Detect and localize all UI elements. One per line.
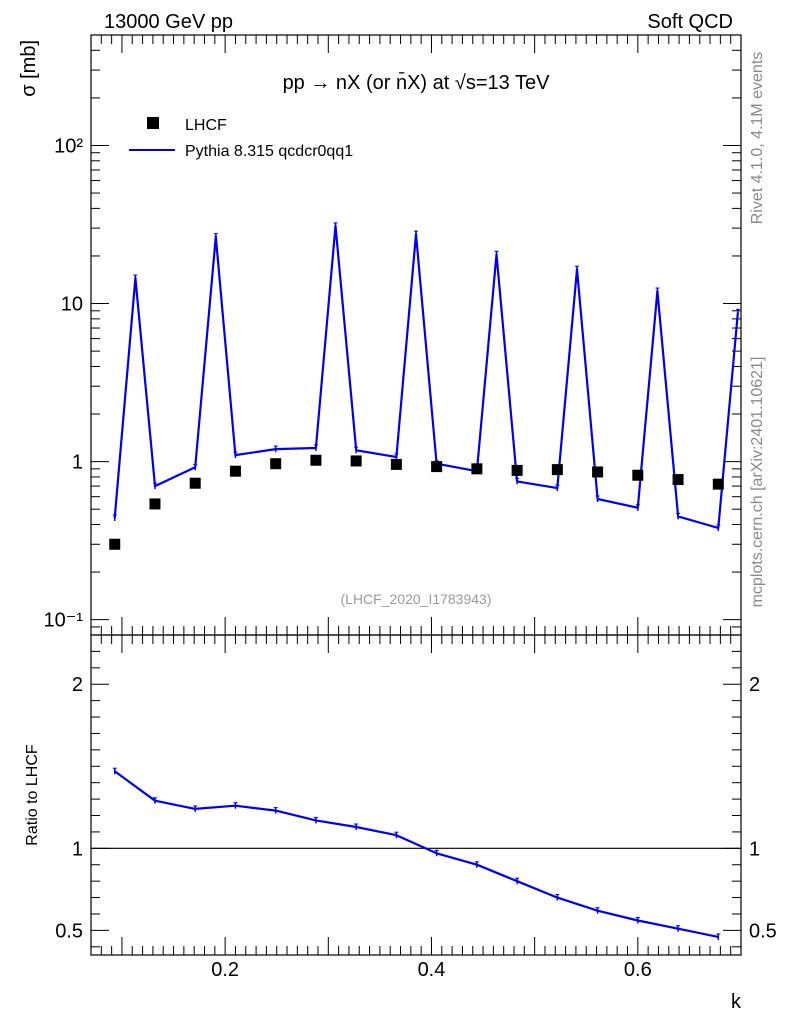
lhcf-point — [189, 477, 201, 489]
lhcf-point — [632, 469, 644, 481]
ratio-y-axis-label: Ratio to LHCF — [24, 744, 41, 846]
x-tick-label: 0.6 — [624, 959, 652, 981]
lhcf-point — [229, 465, 241, 477]
ratio-panel-frame — [90, 634, 742, 956]
lhcf-point — [270, 458, 282, 470]
main-x-axis — [90, 35, 742, 635]
lhcf-point — [109, 538, 121, 550]
ratio-y-tick-label-right: 0.5 — [749, 920, 777, 942]
main-y-tick-label: 10⁻¹ — [44, 610, 84, 632]
main-y-tick-label: 1 — [72, 452, 83, 474]
ratio-y-tick-label-right: 1 — [749, 838, 760, 860]
chart-title: pp → nX (or n̄X) at √s=13 TeV — [283, 71, 551, 94]
main-y-axis: 10⁻¹ 1 10 10² — [44, 34, 741, 636]
lhcf-point — [350, 455, 362, 467]
lhcf-point — [551, 464, 563, 476]
legend: LHCF Pythia 8.315 qcdcr0qq1 — [129, 117, 353, 160]
ratio-series — [112, 767, 721, 940]
mcplots-label: mcplots.cern.ch [arXiv:2401.10621] — [749, 357, 766, 608]
lhcf-point — [672, 474, 684, 486]
lhcf-point — [712, 478, 724, 490]
analysis-tag: (LHCF_2020_I1783943) — [341, 591, 492, 607]
ratio-y-tick-label: 1 — [72, 838, 83, 860]
ratio-y-tick-label-right: 2 — [749, 674, 760, 696]
ratio-x-axis: 0.2 0.4 0.6 — [90, 635, 742, 981]
x-tick-label: 0.4 — [418, 959, 446, 981]
lhcf-series — [109, 454, 724, 550]
ratio-y-axis: 0.5 0.5 1 1 2 2 — [55, 650, 777, 948]
lhcf-point — [390, 458, 402, 470]
lhcf-point — [310, 454, 322, 466]
rivet-label: Rivet 4.1.0, 4.1M events — [749, 52, 766, 225]
lhcf-point — [511, 464, 523, 476]
ratio-line — [114, 770, 719, 938]
main-y-tick-label: 10 — [61, 294, 83, 316]
header-left: 13000 GeV pp — [104, 11, 233, 33]
legend-label-pythia: Pythia 8.315 qcdcr0qq1 — [185, 143, 353, 160]
header-right: Soft QCD — [647, 11, 733, 33]
x-axis-label: k — [731, 991, 742, 1013]
lhcf-point — [431, 461, 443, 473]
lhcf-point — [471, 463, 483, 475]
x-tick-label: 0.2 — [211, 959, 239, 981]
legend-label-lhcf: LHCF — [185, 117, 227, 134]
main-y-axis-label: σ [mb] — [18, 40, 40, 97]
ratio-y-tick-label: 2 — [72, 674, 83, 696]
main-y-tick-label: 10² — [54, 135, 83, 157]
ratio-y-tick-label: 0.5 — [55, 920, 83, 942]
lhcf-point — [592, 466, 604, 478]
legend-marker-lhcf — [147, 117, 159, 129]
lhcf-point — [149, 498, 161, 510]
